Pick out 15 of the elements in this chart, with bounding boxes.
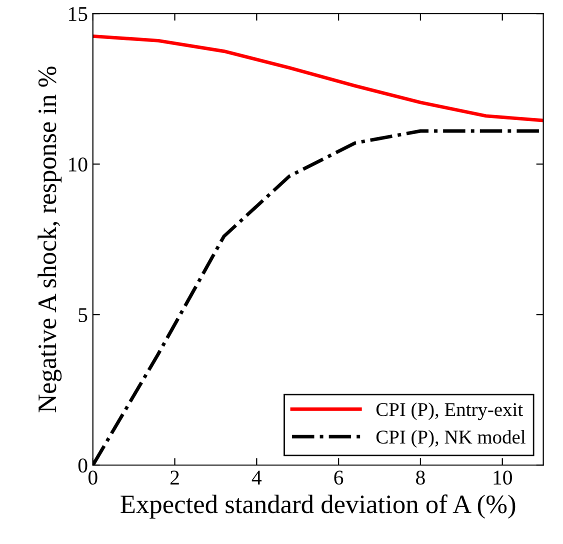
y-tick-label: 15 xyxy=(69,7,88,22)
x-tick-label: 0 xyxy=(88,470,98,485)
y-tick-label: 5 xyxy=(78,308,88,322)
x-tick-label: 10 xyxy=(494,470,512,485)
y-axis-title: Negative A shock, response in % xyxy=(38,66,62,412)
x-tick-label: 8 xyxy=(416,470,425,485)
y-tick-label: 10 xyxy=(69,157,88,172)
legend-label: CPI (P), NK model xyxy=(376,430,526,448)
legend-label: CPI (P), Entry-exit xyxy=(376,402,523,420)
x-axis-title: Expected standard deviation of A (%) xyxy=(120,494,516,519)
x-tick-label: 6 xyxy=(334,470,344,485)
y-tick-label: 0 xyxy=(78,458,88,473)
x-tick-label: 2 xyxy=(170,470,179,484)
line-series xyxy=(92,34,544,122)
x-tick-label: 4 xyxy=(252,470,262,484)
